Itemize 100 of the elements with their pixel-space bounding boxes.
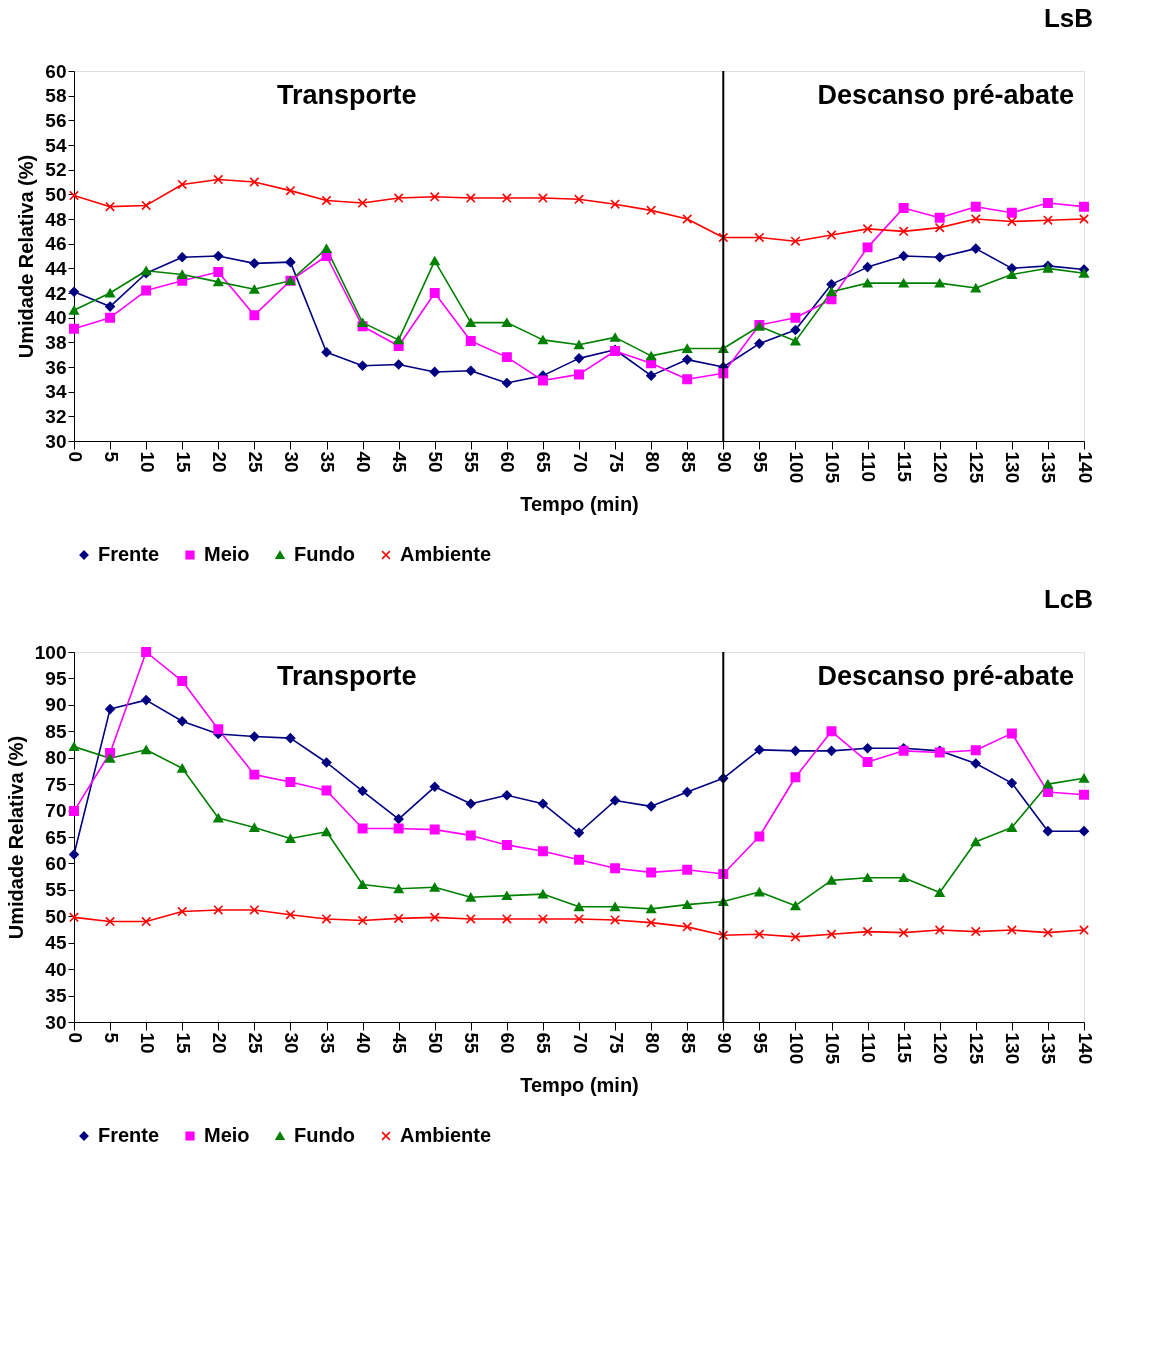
y-axis-title: Umidade Relativa (%) [4,735,27,940]
x-tick-label: 5 [100,451,122,463]
x-tick-label: 45 [389,451,411,474]
x-tick-label: 135 [1038,1032,1060,1065]
legend-label: Fundo [294,1124,356,1146]
x-tick-label: 0 [64,451,86,463]
x-tick-label: 140 [1074,1032,1096,1065]
y-tick-label: 40 [45,307,67,329]
y-tick-label: 34 [45,381,67,403]
y-tick-label: 32 [45,405,67,427]
y-tick-label: 80 [45,747,67,769]
x-tick-label: 40 [353,1032,375,1054]
x-tick-label: 85 [677,1032,699,1055]
y-tick-label: 60 [45,852,67,874]
x-tick-label: 15 [172,1032,194,1055]
x-tick-label: 65 [533,1032,555,1055]
x-tick-label: 35 [317,451,338,474]
x-tick-label: 90 [713,1032,735,1054]
y-tick-label: 36 [45,356,67,378]
y-tick-label: 56 [45,109,67,131]
x-tick-label: 80 [641,451,663,473]
x-tick-label: 45 [389,1032,411,1055]
x-axis-title: Tempo (min) [520,493,639,516]
x-tick-label: 20 [208,1032,230,1054]
annotation: Descanso pré-abate [817,80,1074,110]
x-tick-label: 110 [858,1032,880,1064]
x-tick-label: 30 [280,451,302,473]
y-tick-label: 42 [45,282,67,304]
x-tick-label: 30 [280,1032,302,1054]
y-tick-label: 55 [45,879,67,901]
chart-title: LsB [1043,3,1093,33]
x-tick-label: 125 [966,1032,988,1065]
x-tick-label: 15 [172,451,194,474]
x-tick-label: 60 [497,451,519,473]
y-tick-label: 58 [45,85,67,107]
legend-label: Meio [204,543,250,565]
y-tick-label: 90 [45,694,67,716]
x-tick-label: 105 [822,1032,843,1065]
chart-title: LcB [1043,584,1093,614]
x-tick-label: 95 [749,1032,771,1055]
y-tick-label: 50 [45,183,67,205]
x-tick-label: 100 [785,1032,807,1065]
legend-label: Meio [204,1124,250,1146]
x-tick-label: 130 [1002,1032,1024,1065]
x-tick-label: 10 [136,451,158,473]
y-tick-label: 38 [45,331,67,353]
x-tick-label: 55 [461,451,483,474]
x-tick-label: 75 [605,1032,627,1055]
x-tick-label: 20 [208,451,230,473]
x-tick-label: 90 [713,451,735,473]
x-tick-label: 115 [894,1032,916,1064]
y-tick-label: 70 [45,800,67,822]
x-tick-label: 85 [677,451,699,474]
y-tick-label: 100 [34,641,67,663]
x-tick-label: 115 [894,451,916,483]
x-tick-label: 55 [461,1032,483,1055]
y-axis-title: Umidade Relativa (%) [15,154,38,359]
x-axis-title: Tempo (min) [520,1074,639,1097]
x-tick-label: 10 [136,1032,158,1054]
y-tick-label: 45 [45,932,67,954]
x-tick-label: 40 [353,451,375,473]
x-tick-label: 80 [641,1032,663,1054]
legend-label: Ambiente [400,1124,492,1146]
y-tick-label: 35 [45,985,67,1007]
y-tick-label: 54 [45,134,67,156]
x-tick-label: 25 [244,451,266,474]
y-tick-label: 85 [45,720,67,742]
y-tick-label: 48 [45,208,67,230]
x-tick-label: 75 [605,451,627,474]
legend-label: Fundo [294,543,356,565]
legend-label: Ambiente [400,543,492,565]
y-tick-label: 50 [45,905,67,927]
y-tick-label: 60 [45,60,67,82]
legend-label: Frente [98,1124,160,1146]
y-tick-label: 52 [45,159,67,181]
x-tick-label: 100 [785,451,807,484]
y-tick-label: 40 [45,958,67,980]
x-tick-label: 50 [425,1032,447,1054]
x-tick-label: 140 [1074,451,1096,484]
x-tick-label: 135 [1038,451,1060,484]
x-tick-label: 95 [749,451,771,474]
y-tick-label: 75 [45,773,67,795]
x-tick-label: 70 [569,451,591,473]
y-tick-label: 95 [45,667,67,689]
y-tick-label: 46 [45,233,67,255]
y-tick-label: 65 [45,826,67,848]
x-tick-label: 105 [822,451,843,484]
x-tick-label: 25 [244,1032,266,1055]
x-tick-label: 110 [858,451,880,483]
x-tick-label: 0 [64,1032,86,1044]
annotation: Transporte [276,80,417,110]
x-tick-label: 120 [930,1032,952,1065]
legend-label: Frente [98,543,160,565]
x-tick-label: 5 [100,1032,122,1044]
x-tick-label: 120 [930,451,952,484]
x-tick-label: 50 [425,451,447,473]
x-tick-label: 65 [533,451,555,474]
x-tick-label: 70 [569,1032,591,1054]
x-tick-label: 35 [317,1032,338,1055]
x-tick-label: 130 [1002,451,1024,484]
